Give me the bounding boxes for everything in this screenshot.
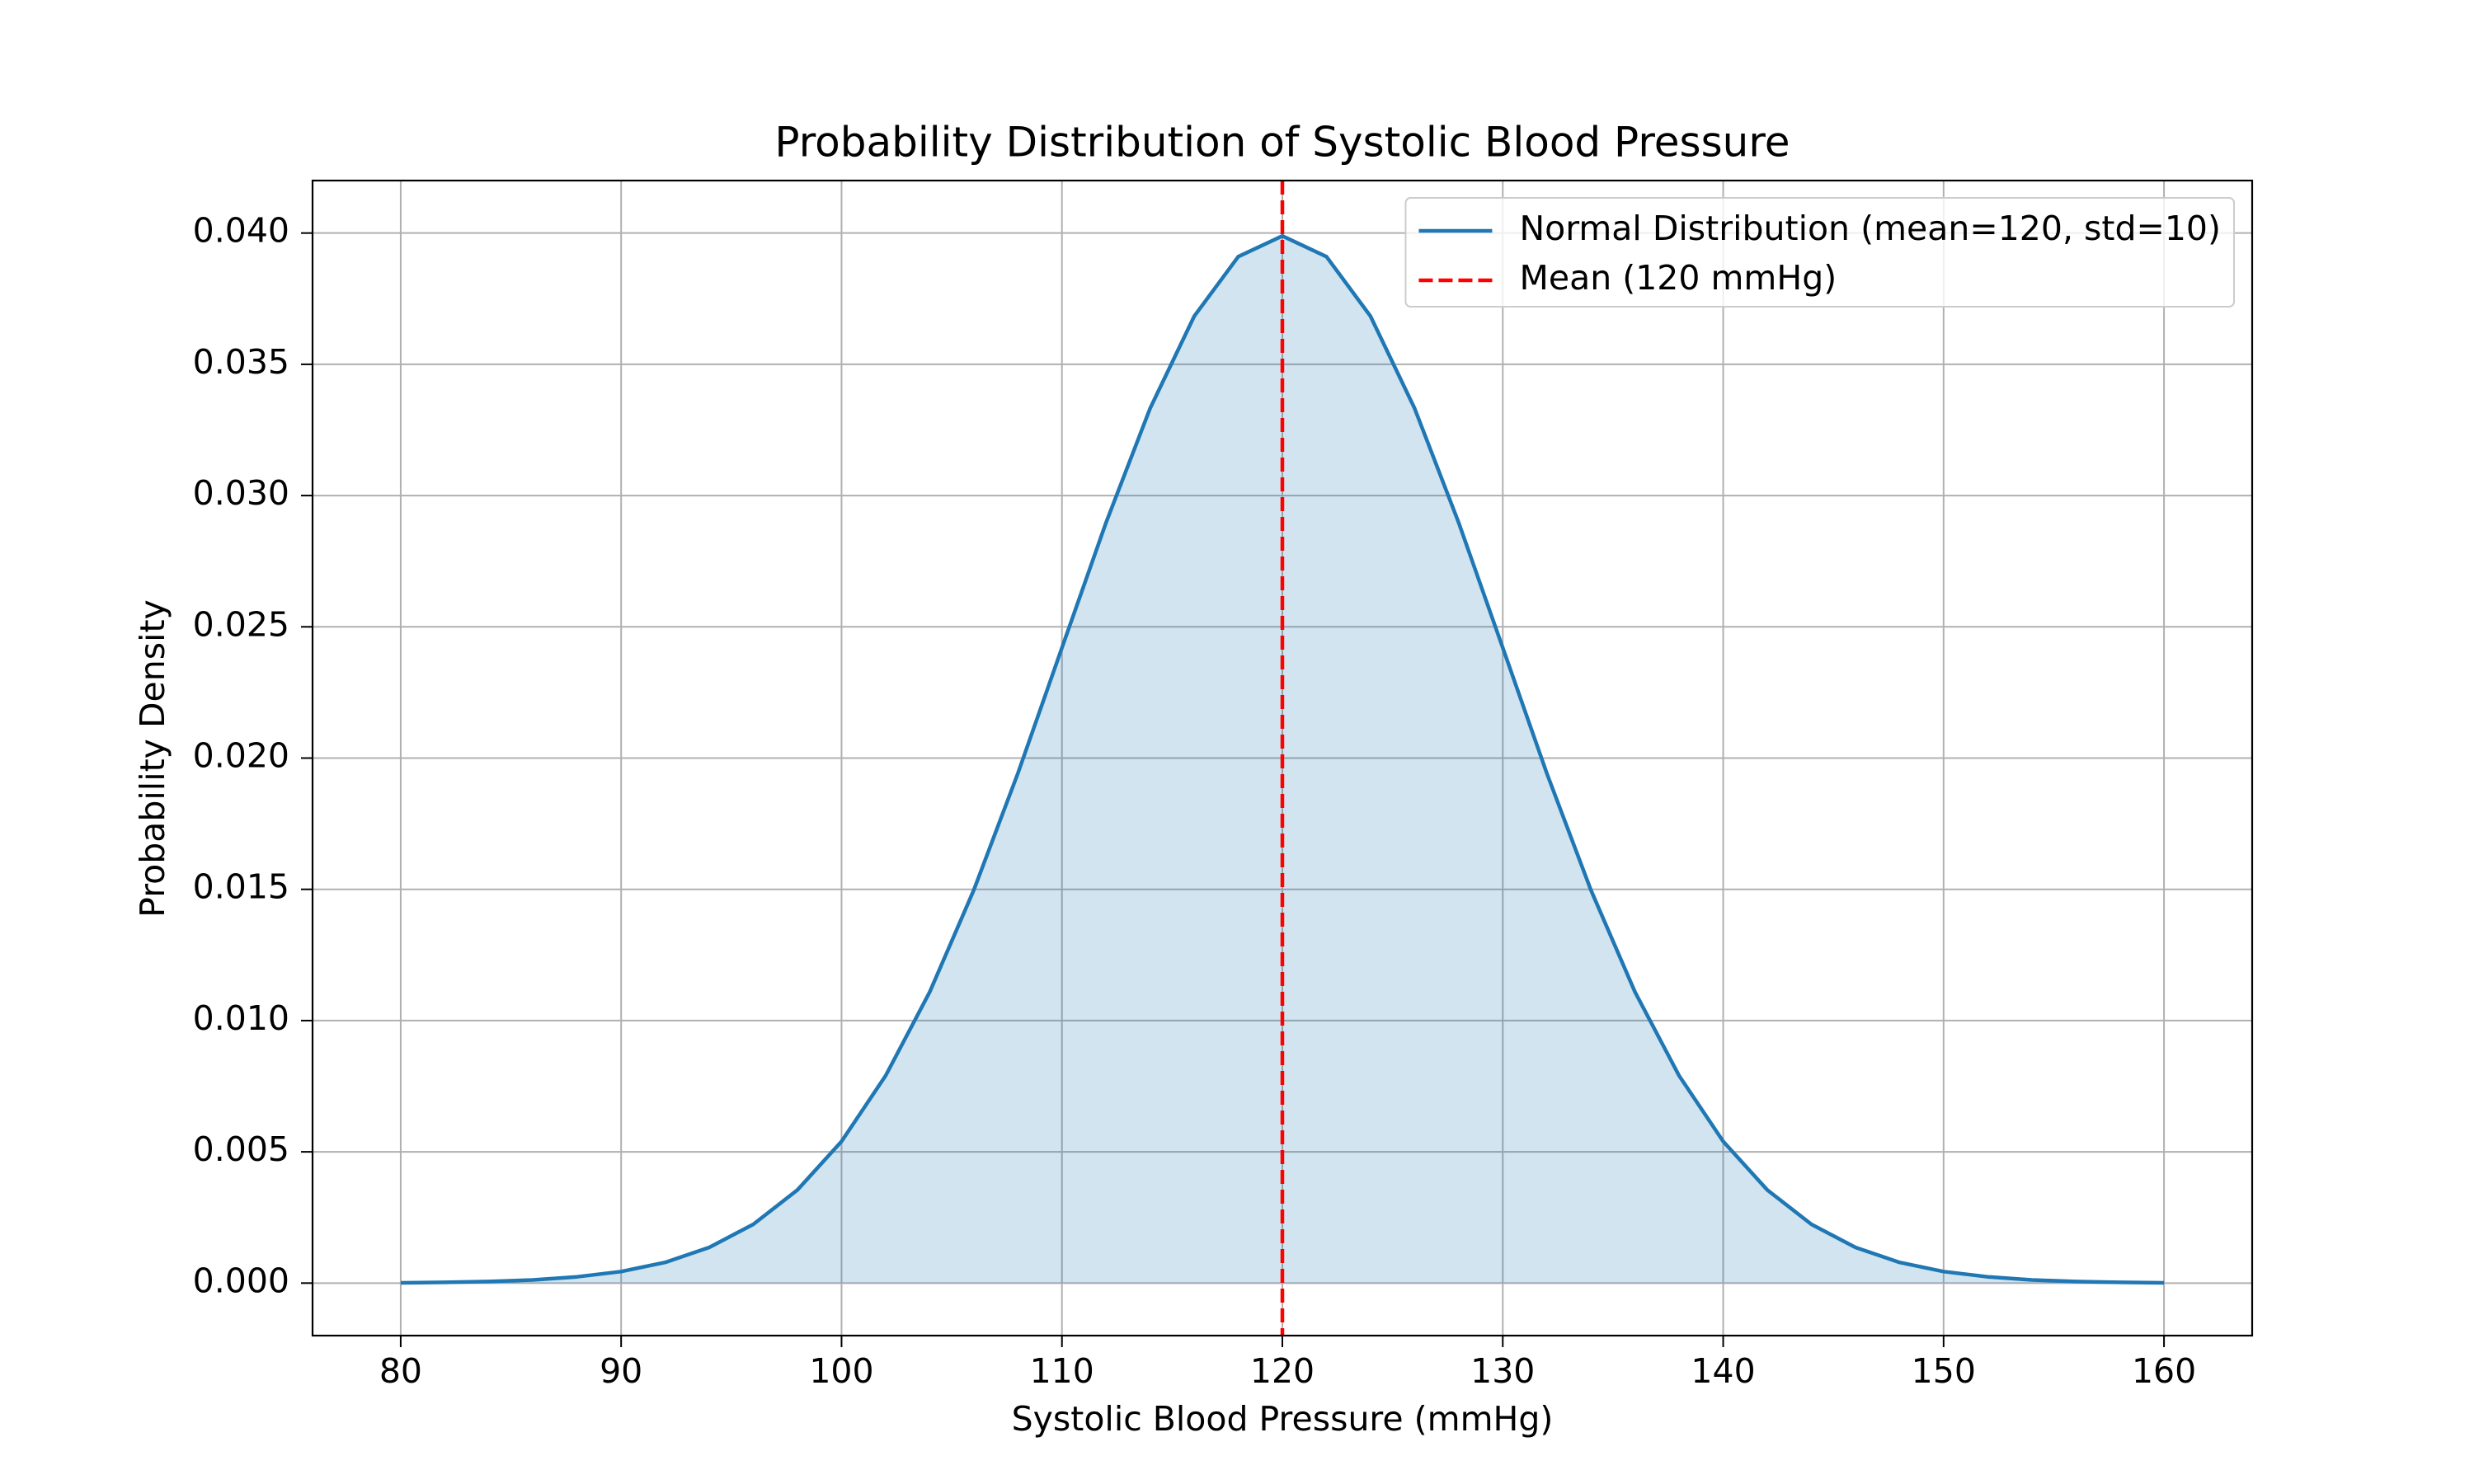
plot-frame: [311, 179, 2254, 1337]
legend-label: Normal Distribution (mean=120, std=10): [1519, 209, 2221, 248]
y-tick-label: 0.005: [193, 1129, 289, 1169]
line-series: [400, 233, 2165, 1285]
y-tick-label: 0.020: [193, 736, 289, 776]
chart-title: Probability Distribution of Systolic Blo…: [774, 119, 1790, 167]
x-tick-label: 80: [379, 1351, 422, 1391]
x-axis-label: Systolic Blood Pressure (mmHg): [1012, 1399, 1554, 1439]
y-tick-label: 0.040: [193, 211, 289, 251]
y-axis-label: Probability Density: [133, 599, 172, 918]
x-tick-label: 100: [809, 1351, 873, 1391]
y-tick-label: 0.025: [193, 604, 289, 644]
x-tick-label: 160: [2132, 1351, 2196, 1391]
y-tick-label: 0.015: [193, 867, 289, 907]
x-tick-label: 140: [1691, 1351, 1755, 1391]
x-tick-label: 90: [600, 1351, 642, 1391]
x-tick-label: 110: [1030, 1351, 1094, 1391]
legend-label: Mean (120 mmHg): [1519, 258, 1837, 298]
x-tick-label: 150: [1912, 1351, 1976, 1391]
y-tick-label: 0.030: [193, 473, 289, 513]
y-tick-label: 0.010: [193, 998, 289, 1038]
legend-box: [1404, 197, 2235, 308]
x-tick-label: 120: [1250, 1351, 1315, 1391]
legend: Normal Distribution (mean=120, std=10) Me…: [1404, 197, 2235, 308]
y-tick-label: 0.035: [193, 342, 289, 382]
y-tick-label: 0.000: [193, 1261, 289, 1300]
x-tick-label: 130: [1470, 1351, 1535, 1391]
